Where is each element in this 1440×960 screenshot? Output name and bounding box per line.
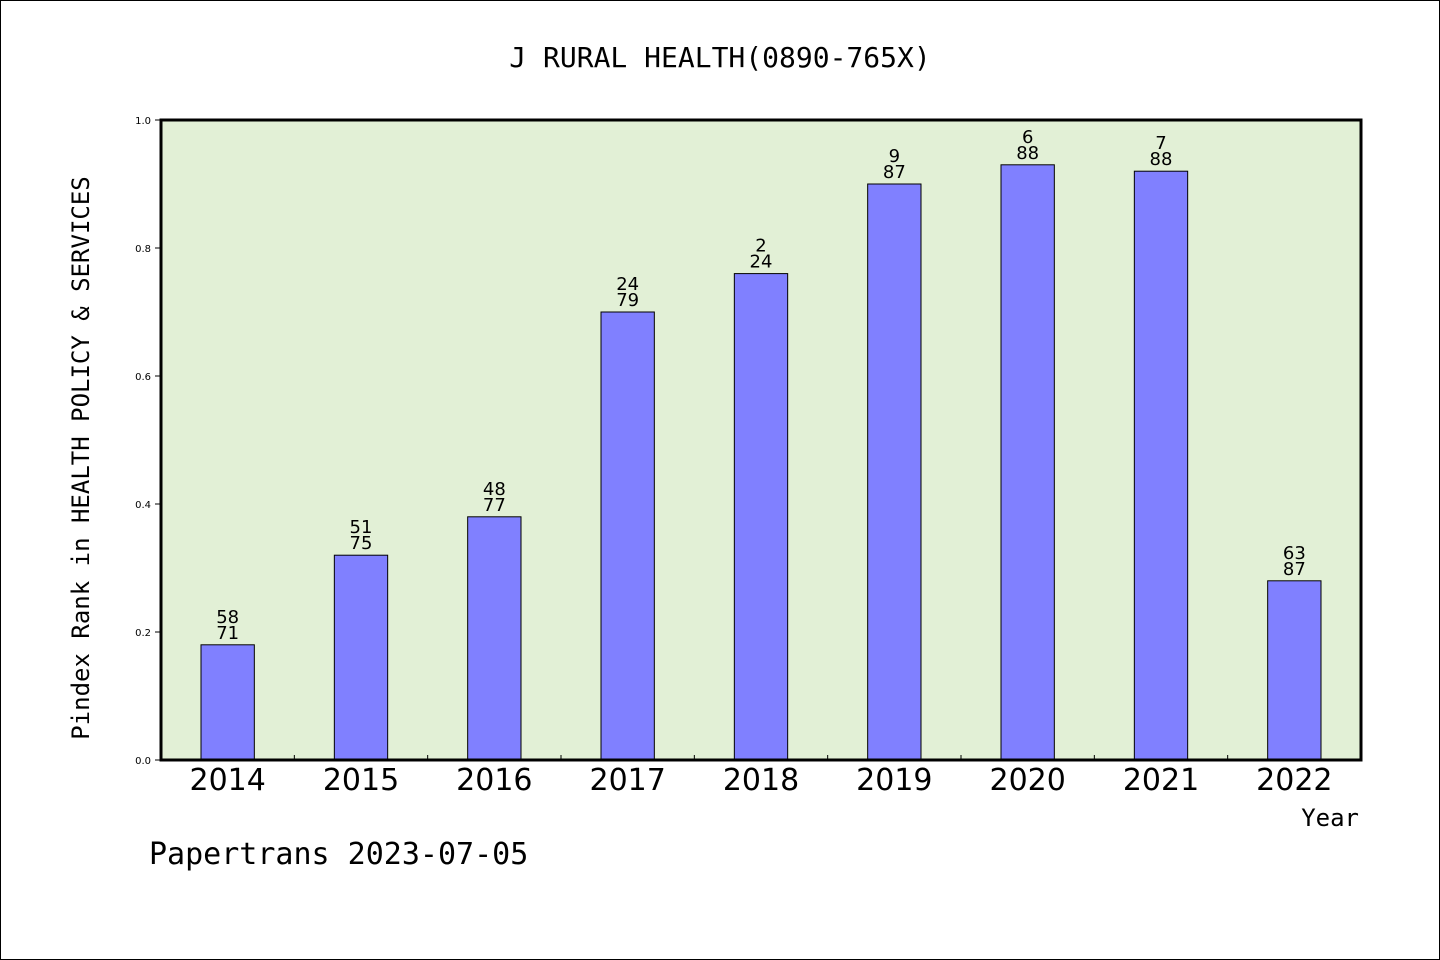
bar-label-top-2020: 6	[1022, 127, 1033, 148]
bar-2019	[867, 183, 922, 761]
x-tick-label-2021: 2021	[1123, 763, 1199, 798]
bar-label-bottom-2015: 75	[350, 533, 373, 554]
bar-2014	[200, 644, 255, 761]
y-axis-label: Pindex Rank in HEALTH POLICY & SERVICES	[67, 176, 95, 740]
footer-text: Papertrans 2023-07-05	[149, 837, 528, 872]
x-tick-label-2020: 2020	[989, 763, 1065, 798]
bar-label-bottom-2020: 88	[1016, 143, 1039, 164]
ticks-layer: 2014 2015 2016 2017 2018 2019 2020 2021 2022 0.0 0…	[135, 116, 1332, 798]
y-tick-label-0.8: 0.8	[135, 244, 151, 255]
y-tick-label-0.4: 0.4	[135, 500, 151, 511]
x-tick-label-2018: 2018	[723, 763, 799, 798]
x-tick-label-2019: 2019	[856, 763, 932, 798]
x-tick-label-2015: 2015	[323, 763, 399, 798]
y-tick-label-0.0: 0.0	[135, 756, 151, 767]
y-tick-label-0.2: 0.2	[135, 628, 151, 639]
bar-2022	[1267, 580, 1322, 761]
bar-label-bottom-2014: 71	[216, 623, 239, 644]
bar-label-top-2016: 48	[483, 479, 506, 500]
x-tick-label-2017: 2017	[589, 763, 665, 798]
bar-label-top-2017: 24	[616, 274, 639, 295]
bar-2017	[600, 311, 655, 761]
bar-label-bottom-2016: 77	[483, 495, 506, 516]
bar-label-bottom-2018: 24	[750, 252, 773, 273]
y-tick-label-0.6: 0.6	[135, 372, 151, 383]
y-tick-label-1.0: 1.0	[135, 116, 151, 127]
x-tick-label-2016: 2016	[456, 763, 532, 798]
x-tick-label-2022: 2022	[1256, 763, 1332, 798]
bar-label-top-2014: 58	[216, 607, 239, 628]
plot-border	[159, 118, 1363, 762]
bar-label-top-2022: 63	[1283, 543, 1306, 564]
bar-label-top-2015: 51	[350, 517, 373, 538]
bar-label-top-2019: 9	[889, 146, 900, 167]
bar-2020	[1000, 164, 1055, 761]
bar-label-bottom-2017: 79	[616, 290, 639, 311]
bar-2021	[1133, 170, 1189, 761]
bar-label-top-2018: 2	[755, 236, 766, 257]
x-axis-label: Year	[1301, 804, 1359, 832]
bar-2016	[467, 516, 522, 761]
bar-label-top-2021: 7	[1155, 133, 1166, 154]
bar-2015	[333, 554, 389, 761]
x-tick-label-2014: 2014	[189, 763, 265, 798]
bar-2018	[733, 273, 789, 761]
chart-title: J RURAL HEALTH(0890-765X)	[509, 41, 930, 74]
bar-label-bottom-2022: 87	[1283, 559, 1306, 580]
bar-label-bottom-2019: 87	[883, 162, 906, 183]
bar-label-bottom-2021: 88	[1150, 149, 1173, 170]
